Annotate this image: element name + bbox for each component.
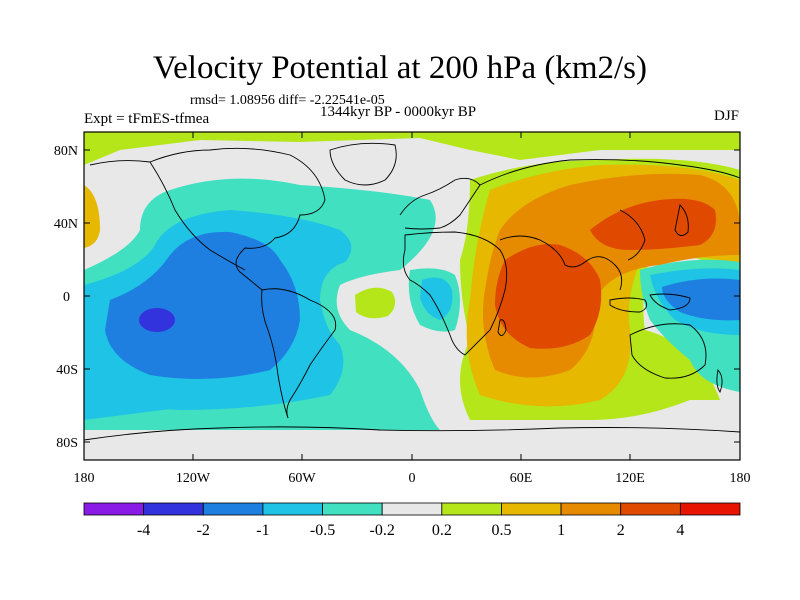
contour-red-africa — [495, 244, 602, 349]
colorbar-swatch — [381, 502, 443, 516]
lat-label-80n: 80N — [54, 144, 78, 159]
lat-label-40n: 40N — [54, 217, 78, 232]
contour-blue-americas — [105, 231, 300, 379]
contour-yellow-northwest — [84, 185, 100, 248]
colorbar-label: 0.2 — [432, 522, 452, 539]
colorbar-label: -0.5 — [310, 522, 335, 539]
colorbar-label: -0.2 — [370, 522, 395, 539]
experiment-label: Expt = tFmES-tfmea — [84, 111, 210, 127]
lat-label-40s: 40S — [56, 363, 78, 378]
colorbar-label: -4 — [137, 522, 150, 539]
lon-label-60w: 60W — [288, 471, 316, 486]
colorbar-label: 4 — [676, 522, 684, 539]
lon-label-120w: 120W — [176, 471, 211, 486]
colorbar-swatch — [679, 502, 741, 516]
colorbar-swatch — [143, 502, 204, 516]
colorbar-label: 0.5 — [491, 522, 511, 539]
lat-axis-labels: 80N 40N 0 40S 80S — [54, 144, 78, 451]
colorbar-swatch — [441, 502, 502, 516]
colorbar-label: 2 — [617, 522, 625, 539]
map-title: Velocity Potential at 200 hPa (km2/s) — [152, 50, 648, 86]
lat-label-80s: 80S — [56, 436, 78, 451]
coastlines — [84, 142, 740, 441]
colorbar-swatch — [202, 502, 264, 516]
season-label: DJF — [713, 108, 739, 124]
lon-label-180w: 180 — [74, 471, 95, 486]
contour-lightgreen-north — [84, 132, 740, 165]
colorbar-swatch — [560, 502, 622, 516]
axis-ticks — [83, 132, 741, 460]
colorbar-swatch — [620, 502, 681, 516]
colorbar-swatch — [322, 502, 383, 516]
lon-label-60e: 60E — [510, 471, 533, 486]
lat-label-eq: 0 — [63, 290, 70, 305]
lon-label-180e: 180 — [730, 471, 751, 486]
lon-axis-labels: 180 120W 60W 0 60E 120E 180 — [74, 471, 751, 486]
contour-field — [84, 132, 740, 460]
colorbar — [83, 502, 741, 516]
lon-label-120e: 120E — [615, 471, 645, 486]
contour-blue-pacific-east — [662, 278, 740, 321]
colorbar-swatch — [262, 502, 323, 516]
contour-darkblue-min — [139, 308, 175, 332]
contour-cyan-indian — [420, 277, 453, 320]
rmsd-diff-stats: rmsd= 1.08956 diff= -2.22541e-05 — [190, 93, 385, 108]
colorbar-swatch — [501, 502, 562, 516]
colorbar-label: -2 — [197, 522, 210, 539]
colorbar-swatch — [83, 502, 145, 516]
colorbar-labels: -4 -2 -1 -0.5 -0.2 0.2 0.5 1 2 4 — [137, 522, 684, 539]
period-label: 1344kyr BP - 0000kyr BP — [320, 104, 477, 120]
colorbar-label: 1 — [557, 522, 565, 539]
colorbar-label: -1 — [256, 522, 269, 539]
contour-lightgreen-atlantic — [355, 287, 396, 319]
contour-cyan-south — [84, 380, 280, 420]
lon-label-0: 0 — [409, 471, 416, 486]
